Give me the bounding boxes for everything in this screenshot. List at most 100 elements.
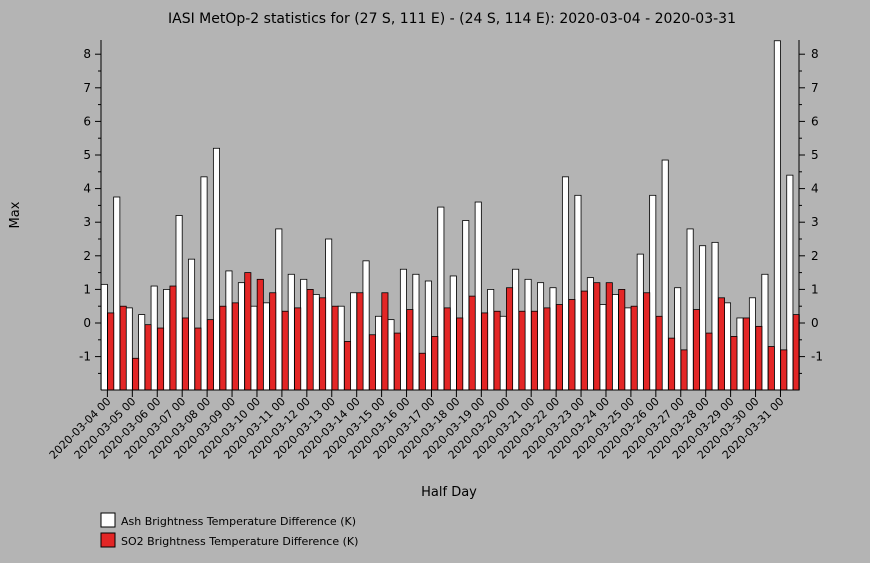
- y-tick-label-right: 3: [811, 215, 819, 229]
- ash-bar: [387, 319, 395, 391]
- so2-bar: [481, 312, 489, 391]
- ash-bar: [773, 40, 781, 391]
- ash-bar: [275, 228, 283, 391]
- so2-bar: [456, 317, 464, 391]
- ash-bar: [537, 282, 545, 391]
- ash-bar: [649, 194, 657, 391]
- ash-bar: [674, 287, 682, 391]
- ash-bar: [225, 270, 233, 391]
- so2-bar: [705, 332, 713, 391]
- so2-bar: [493, 310, 501, 391]
- y-tick-label-right: 4: [811, 182, 819, 196]
- legend: Ash Brightness Temperature Difference (K…: [100, 512, 358, 548]
- so2-bar: [780, 349, 788, 391]
- ash-bar: [586, 277, 594, 391]
- ash-bar: [175, 215, 183, 391]
- ash-bar: [424, 280, 432, 391]
- so2-bar: [730, 336, 738, 391]
- so2-bar: [281, 310, 289, 391]
- so2-bar: [381, 292, 389, 391]
- ash-bar: [786, 174, 794, 391]
- y-tick-label-left: 3: [83, 215, 91, 229]
- so2-bar: [294, 307, 302, 391]
- ash-bar: [711, 241, 719, 391]
- ash-bar: [113, 196, 121, 391]
- ash-bar: [262, 302, 270, 391]
- ash-bar: [624, 307, 632, 391]
- y-tick-label-right: 5: [811, 148, 819, 162]
- y-tick-label-left: 1: [83, 282, 91, 296]
- y-tick-label-right: 1: [811, 282, 819, 296]
- so2-bar: [792, 314, 800, 391]
- ash-bar: [699, 245, 707, 391]
- ash-bar: [748, 297, 756, 391]
- ash-bar: [661, 159, 669, 391]
- y-tick-label-left: 0: [83, 316, 91, 330]
- so2-bar: [693, 309, 701, 391]
- so2-bar: [219, 305, 227, 391]
- so2-bar: [431, 336, 439, 391]
- legend-swatch-so2: [100, 532, 116, 548]
- ash-bar: [125, 307, 133, 391]
- so2-bar: [269, 292, 277, 391]
- so2-bar: [680, 349, 688, 391]
- so2-bar: [593, 282, 601, 391]
- so2-bar: [406, 309, 414, 391]
- ash-bar: [287, 273, 295, 391]
- so2-bar: [344, 341, 352, 391]
- y-tick-label-left: 8: [83, 47, 91, 61]
- y-tick-label-right: 7: [811, 81, 819, 95]
- ash-bar: [150, 285, 158, 391]
- so2-bar: [169, 285, 177, 391]
- y-tick-label-right: -1: [811, 350, 823, 364]
- so2-bar: [668, 337, 676, 391]
- ash-bar: [449, 275, 457, 391]
- ash-bar: [524, 278, 532, 391]
- y-tick-label-left: 5: [83, 148, 91, 162]
- so2-bar: [119, 305, 127, 391]
- so2-bar: [767, 346, 775, 391]
- y-tick-label-left: 4: [83, 182, 91, 196]
- so2-bar: [506, 287, 514, 391]
- y-ticks-group: -1 -1 0 0 1 1 2 2 3 3 4 4 5 5 6 6 7 7 8 8: [79, 47, 823, 374]
- so2-bar: [518, 310, 526, 391]
- so2-bar: [643, 292, 651, 391]
- ash-bar: [736, 317, 744, 391]
- so2-bar: [543, 307, 551, 391]
- ash-bar: [312, 294, 320, 391]
- y-tick-label-left: 6: [83, 114, 91, 128]
- ash-bar: [499, 315, 507, 391]
- so2-bar: [107, 312, 115, 391]
- y-axis-label: Max: [8, 201, 23, 228]
- so2-bar: [306, 288, 314, 391]
- so2-bar: [717, 297, 725, 391]
- so2-bar: [418, 352, 426, 391]
- ash-bar: [462, 220, 470, 391]
- x-axis-label: Half Day: [421, 485, 477, 500]
- ash-bar: [200, 176, 208, 391]
- ash-bar: [574, 194, 582, 391]
- ash-bar: [237, 282, 245, 391]
- legend-label-ash: Ash Brightness Temperature Difference (K…: [121, 515, 356, 528]
- so2-bar: [356, 292, 364, 391]
- chart-title: IASI MetOp-2 statistics for (27 S, 111 E…: [168, 11, 736, 27]
- so2-bar: [530, 310, 538, 391]
- legend-label-so2: SO2 Brightness Temperature Difference (K…: [121, 535, 358, 548]
- ash-bar: [212, 147, 220, 391]
- so2-bar: [655, 315, 663, 391]
- ash-bar: [300, 278, 308, 391]
- so2-bar: [555, 304, 563, 391]
- ash-bar: [250, 305, 258, 391]
- ash-bar: [362, 260, 370, 391]
- bars-group: [100, 40, 800, 391]
- so2-bar: [231, 302, 239, 391]
- ash-bar: [487, 288, 495, 391]
- y-tick-label-left: -1: [79, 350, 91, 364]
- ash-bar: [100, 283, 108, 391]
- so2-bar: [144, 324, 152, 391]
- so2-bar: [331, 305, 339, 391]
- so2-bar: [194, 327, 202, 391]
